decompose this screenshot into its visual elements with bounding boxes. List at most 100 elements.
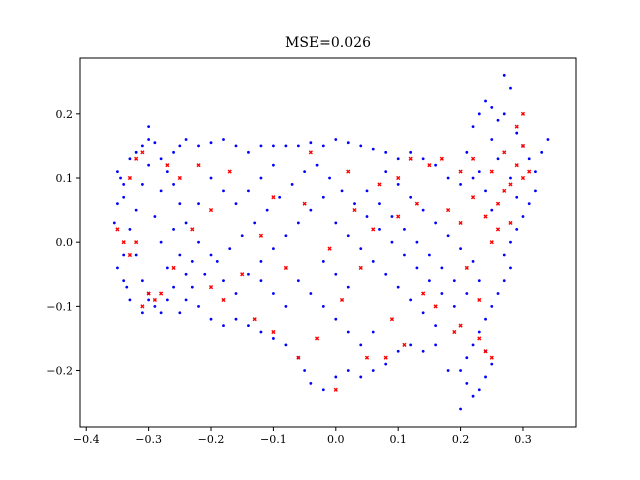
data-point-red <box>327 246 332 251</box>
data-point-blue <box>128 157 132 161</box>
data-point-red <box>208 285 214 290</box>
data-point-blue <box>378 227 381 231</box>
data-point-blue <box>396 285 400 289</box>
data-point-blue <box>165 298 169 302</box>
data-point-blue <box>477 279 481 283</box>
data-point-blue <box>303 369 307 372</box>
data-point-blue <box>534 170 537 173</box>
data-point-blue <box>359 144 363 148</box>
data-point-blue <box>477 112 481 116</box>
data-point-red <box>495 201 501 206</box>
data-point-blue <box>178 253 182 257</box>
data-point-blue <box>296 221 300 225</box>
data-point-blue <box>334 221 338 225</box>
data-point-blue <box>359 375 363 379</box>
data-point-blue <box>112 221 116 225</box>
data-point-blue <box>396 157 400 161</box>
data-point-blue <box>284 144 288 148</box>
data-point-blue <box>496 292 500 295</box>
x-tick-label: 0.3 <box>514 433 532 446</box>
data-point-red <box>252 317 257 322</box>
data-point-blue <box>334 138 338 141</box>
data-point-blue <box>321 304 325 308</box>
data-point-red <box>171 265 176 270</box>
data-point-red <box>439 156 444 161</box>
data-point-red <box>427 163 432 168</box>
data-point-blue <box>309 208 313 212</box>
data-point-blue <box>272 337 275 340</box>
data-point-red <box>446 207 451 213</box>
data-point-red <box>165 163 170 168</box>
data-point-blue <box>465 150 469 154</box>
data-point-blue <box>421 349 425 353</box>
data-point-blue <box>140 144 144 148</box>
data-point-red <box>514 124 519 129</box>
data-point-blue <box>471 125 475 129</box>
data-point-red <box>196 163 201 168</box>
data-point-blue <box>346 369 350 372</box>
y-tick-label: 0.0 <box>56 236 74 249</box>
data-point-red <box>477 336 482 341</box>
data-point-blue <box>484 189 487 193</box>
data-point-blue <box>484 375 487 379</box>
data-point-red <box>227 169 232 174</box>
data-point-blue <box>178 144 182 148</box>
data-point-blue <box>153 141 157 145</box>
data-point-blue <box>222 324 225 328</box>
data-point-red <box>470 156 476 161</box>
data-point-red <box>396 214 401 219</box>
data-point-blue <box>122 253 126 257</box>
data-point-red <box>508 220 513 226</box>
data-point-blue <box>446 369 450 372</box>
data-point-blue <box>421 208 425 212</box>
data-point-blue <box>371 147 375 151</box>
data-point-blue <box>490 106 494 109</box>
data-point-blue <box>125 285 129 289</box>
data-point-blue <box>309 381 313 385</box>
data-point-blue <box>122 195 126 199</box>
x-tick-label: −0.3 <box>135 433 162 446</box>
data-point-blue <box>346 141 350 145</box>
data-point-blue <box>272 144 275 148</box>
data-point-blue <box>465 381 469 385</box>
data-point-blue <box>465 356 469 360</box>
data-point-blue <box>172 183 175 186</box>
data-point-blue <box>165 266 169 270</box>
data-point-red <box>127 252 133 258</box>
data-point-blue <box>278 195 282 199</box>
data-point-blue <box>384 272 388 276</box>
data-point-blue <box>122 279 126 283</box>
data-point-blue <box>415 240 419 244</box>
axes-frame <box>79 57 577 428</box>
data-point-blue <box>215 260 219 263</box>
data-point-blue <box>296 279 300 283</box>
data-point-blue <box>259 144 263 148</box>
data-point-blue <box>209 176 213 180</box>
data-point-red <box>433 304 438 309</box>
data-point-blue <box>446 234 450 238</box>
data-point-blue <box>384 150 388 154</box>
data-point-blue <box>484 99 487 103</box>
data-point-red <box>520 175 526 181</box>
data-point-blue <box>184 221 188 225</box>
data-point-blue <box>172 150 175 154</box>
data-point-blue <box>371 330 375 334</box>
data-point-blue <box>434 343 438 347</box>
data-point-blue <box>502 73 506 77</box>
data-point-blue <box>253 221 257 225</box>
data-point-blue <box>203 272 207 276</box>
data-point-blue <box>359 247 363 250</box>
data-point-blue <box>153 304 157 308</box>
data-point-blue <box>346 330 350 334</box>
data-point-blue <box>484 317 487 321</box>
data-point-blue <box>259 330 263 334</box>
data-point-red <box>140 150 145 155</box>
data-point-blue <box>165 170 169 173</box>
data-point-blue <box>122 183 126 186</box>
data-point-blue <box>477 170 481 173</box>
data-point-blue <box>159 311 163 315</box>
data-points <box>112 73 550 411</box>
data-point-blue <box>116 266 119 270</box>
x-tick-label: 0.1 <box>389 433 407 446</box>
data-point-blue <box>365 215 369 218</box>
